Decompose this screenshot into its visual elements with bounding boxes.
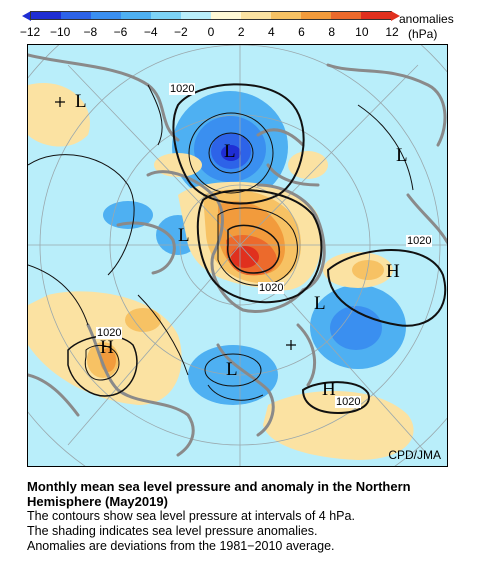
colorbar-tick-label: −8 [83,25,98,39]
caption-title-line1: Monthly mean sea level pressure and anom… [27,479,411,494]
low-pressure-marker: L [396,145,408,166]
figure-caption: Monthly mean sea level pressure and anom… [27,479,467,554]
colorbar-title: anomalies [399,12,454,26]
colorbar-tick-label: 2 [237,25,245,39]
isobar-label: 1020 [258,282,285,294]
colorbar-tick-label: −12 [19,25,41,39]
colorbar-tick-label: 4 [267,25,275,39]
low-pressure-marker: L [224,141,236,162]
isobar-label: 1020 [335,396,362,408]
colorbar-left-arrow [22,11,31,21]
colorbar-tick-label: −10 [49,25,71,39]
colorbar-scale [30,11,392,20]
colorbar-tick-labels: −12 −10 −8 −6 −4 −2 0 2 4 6 8 10 12 [20,25,399,39]
colorbar-segment [271,12,301,19]
colorbar-tick-label: 8 [328,25,335,39]
colorbar-unit: (hPa) [408,27,438,41]
colorbar-right-arrow [391,11,400,21]
colorbar-segment [121,12,151,19]
caption-line: The shading indicates sea level pressure… [27,524,318,538]
colorbar-segment [211,12,241,19]
colorbar-tick-label: 10 [355,25,369,39]
colorbar-segment [301,12,331,19]
caption-line: Anomalies are deviations from the 1981−2… [27,539,335,553]
caption-line: The contours show sea level pressure at … [27,509,355,523]
coastlines [28,53,447,457]
map-graphic [28,45,447,466]
colorbar-tick-label: 6 [298,25,305,39]
high-pressure-marker: H [100,337,114,358]
high-pressure-marker: H [386,261,400,282]
colorbar-segment [361,12,391,19]
credit-label: CPD/JMA [388,448,441,462]
colorbar-segment [241,12,271,19]
colorbar-segment [331,12,361,19]
colorbar-tick-label: 12 [385,25,399,39]
low-pressure-marker: L [75,91,87,112]
colorbar-tick-label: −2 [173,25,188,39]
caption-title-line2: Hemisphere (May2019) [27,494,168,509]
colorbar-segment [61,12,91,19]
colorbar-tick-label: 0 [207,25,215,39]
colorbar-segment [181,12,211,19]
isobar-label: 1020 [169,83,196,95]
isobar-label: 1020 [406,235,433,247]
pressure-anomaly-map: L L L L L L H H H 1020 1020 1020 1020 10… [27,44,448,467]
colorbar: −12 −10 −8 −6 −4 −2 0 2 4 6 8 10 12 [18,8,400,40]
colorbar-tick-label: −6 [113,25,128,39]
colorbar-segment [151,12,181,19]
cross-markers [55,97,296,350]
colorbar-segment [31,12,61,19]
isobar-label: 1020 [96,327,123,339]
colorbar-tick-label: −4 [143,25,158,39]
low-pressure-marker: L [226,359,238,380]
colorbar-segment [91,12,121,19]
high-pressure-marker: H [322,379,336,400]
low-pressure-marker: L [314,293,326,314]
low-pressure-marker: L [178,225,190,246]
